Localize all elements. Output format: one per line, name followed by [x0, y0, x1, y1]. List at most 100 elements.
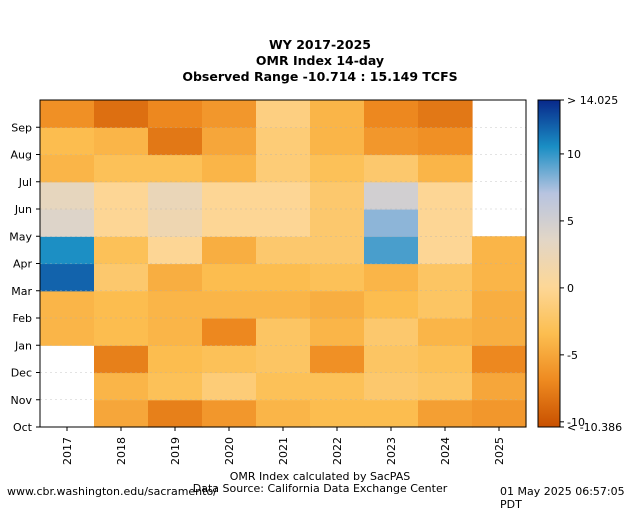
heatmap-cell-2019-may — [148, 209, 203, 237]
heatmap-cell-2019-oct — [148, 399, 203, 428]
heatmap-cell-2017-sep — [40, 100, 95, 128]
heatmap-cell-2020-may — [202, 209, 257, 237]
heatmap-cell-2023-mar — [364, 263, 419, 292]
footer-url: www.cbr.washington.edu/sacramento/ — [7, 485, 217, 498]
heatmap-cell-2018-mar — [94, 263, 149, 292]
colorbar-tick-label: 0 — [567, 282, 574, 295]
heatmap-cell-2020-feb — [202, 290, 257, 319]
heatmap-cell-2024-nov — [418, 372, 473, 401]
heatmap-cell-2017-feb — [40, 290, 95, 319]
heatmap-cell-2023-jul — [364, 154, 419, 183]
heatmap-cell-2025-mar — [472, 263, 527, 292]
y-tick-label-may: May — [9, 230, 32, 243]
heatmap-cell-2022-apr — [310, 236, 365, 265]
heatmap-cell-2024-may — [418, 209, 473, 237]
heatmap-cell-2021-nov — [256, 372, 311, 401]
heatmap-cell-2023-apr — [364, 236, 419, 265]
footer-timestamp: 01 May 2025 06:57:05 PDT — [500, 485, 625, 511]
heatmap-cell-2017-jun — [40, 181, 95, 210]
y-tick-label-sep: Sep — [11, 121, 32, 134]
heatmap-cell-2025-apr — [472, 236, 527, 265]
heatmap-cell-2022-feb — [310, 290, 365, 319]
heatmap-cell-2021-sep — [256, 100, 311, 128]
heatmap-cell-2020-oct — [202, 399, 257, 428]
heatmap-cell-2023-sep — [364, 100, 419, 128]
heatmap-cell-2021-oct — [256, 399, 311, 428]
heatmap-cell-2018-jul — [94, 154, 149, 183]
heatmap-cell-2022-may — [310, 209, 365, 237]
heatmap-cell-2017-mar — [40, 263, 95, 292]
heatmap-cell-2024-sep — [418, 100, 473, 128]
x-axis: 2017 2018 2019 2020 2021 2022 2023 2024 2025 — [61, 427, 506, 465]
heatmap-cell-2023-may — [364, 209, 419, 237]
heatmap-cell-2018-oct — [94, 399, 149, 428]
y-tick-label-dec: Dec — [11, 367, 32, 380]
footer-credit: OMR Index calculated by SacPAS — [229, 470, 411, 483]
heatmap-cell-2020-sep — [202, 100, 257, 128]
x-tick-label-2025: 2025 — [493, 437, 506, 465]
heatmap-cell-2021-jan — [256, 318, 311, 346]
heatmap-cell-2019-sep — [148, 100, 203, 128]
heatmap-cell-2024-jun — [418, 181, 473, 210]
y-tick-label-aug: Aug — [11, 149, 32, 162]
heatmap-cell-2020-mar — [202, 263, 257, 292]
heatmap-cell-2021-may — [256, 209, 311, 237]
heatmap-cell-2024-jan — [418, 318, 473, 346]
chart-title-line-2: OMR Index 14-day — [255, 53, 385, 68]
heatmap-cell-2020-jul — [202, 154, 257, 183]
heatmap-cell-2022-oct — [310, 399, 365, 428]
heatmap-cell-2022-jun — [310, 181, 365, 210]
heatmap-cell-2020-apr — [202, 236, 257, 265]
heatmap-cell-2019-jan — [148, 318, 203, 346]
y-axis: Oct Nov Dec Jan Feb Mar Apr May Jun Jul Aug Sep — [9, 121, 40, 434]
x-tick-label-2021: 2021 — [277, 437, 290, 465]
heatmap-cell-2021-dec — [256, 345, 311, 374]
heatmap-cell-2024-feb — [418, 290, 473, 319]
colorbar-max-label: > 14.025 — [567, 94, 618, 107]
heatmap-cell-2018-nov — [94, 372, 149, 401]
y-tick-label-feb: Feb — [13, 312, 32, 325]
colorbar-min-label: < -10.386 — [567, 421, 622, 434]
colorbar-tick-label: 5 — [567, 215, 574, 228]
chart-title-line-1: WY 2017-2025 — [269, 37, 371, 52]
chart-title-line-3: Observed Range -10.714 : 15.149 TCFS — [182, 69, 458, 84]
heatmap-gridlines — [40, 126, 526, 401]
heatmap-cell-2024-aug — [418, 127, 473, 156]
colorbar-gradient — [537, 99, 561, 428]
heatmap-cell-2019-nov — [148, 372, 203, 401]
x-tick-label-2020: 2020 — [223, 437, 236, 465]
heatmap-cell-2018-may — [94, 209, 149, 237]
heatmap-cell-2023-dec — [364, 345, 419, 374]
heatmap-cell-2018-apr — [94, 236, 149, 265]
heatmap-cell-2018-jan — [94, 318, 149, 346]
heatmap-cell-2021-jul — [256, 154, 311, 183]
heatmap-cell-2018-dec — [94, 345, 149, 374]
colorbar: -10 -5 0 5 10 > 14.025 < -10.386 — [537, 94, 622, 434]
heatmap-cell-2025-jan — [472, 318, 527, 346]
heatmap-cell-2019-dec — [148, 345, 203, 374]
heatmap-cell-2020-aug — [202, 127, 257, 156]
heatmap-cell-2020-dec — [202, 345, 257, 374]
heatmap-cell-2025-dec — [472, 345, 527, 374]
heatmap-cell-2019-mar — [148, 263, 203, 292]
heatmap-cell-2025-feb — [472, 290, 527, 319]
heatmap-cell-2025-nov — [472, 372, 527, 401]
heatmap-cell-2023-jun — [364, 181, 419, 210]
x-tick-label-2017: 2017 — [61, 437, 74, 465]
colorbar-tick-label: 10 — [567, 148, 581, 161]
footer-source: Data Source: California Data Exchange Ce… — [192, 482, 448, 495]
heatmap-cell-2021-mar — [256, 263, 311, 292]
heatmap-cell-2022-nov — [310, 372, 365, 401]
heatmap-cell-2024-apr — [418, 236, 473, 265]
heatmap-cell-2024-jul — [418, 154, 473, 183]
y-tick-label-jun: Jun — [14, 203, 32, 216]
heatmap-cell-2022-jan — [310, 318, 365, 346]
heatmap-cell-2019-feb — [148, 290, 203, 319]
heatmap-cell-2019-jun — [148, 181, 203, 210]
heatmap-cell-2023-jan — [364, 318, 419, 346]
heatmap-cell-2017-aug — [40, 127, 95, 156]
heatmap-cell-2020-nov — [202, 372, 257, 401]
heatmap-cell-2021-jun — [256, 181, 311, 210]
heatmap-cell-2018-sep — [94, 100, 149, 128]
